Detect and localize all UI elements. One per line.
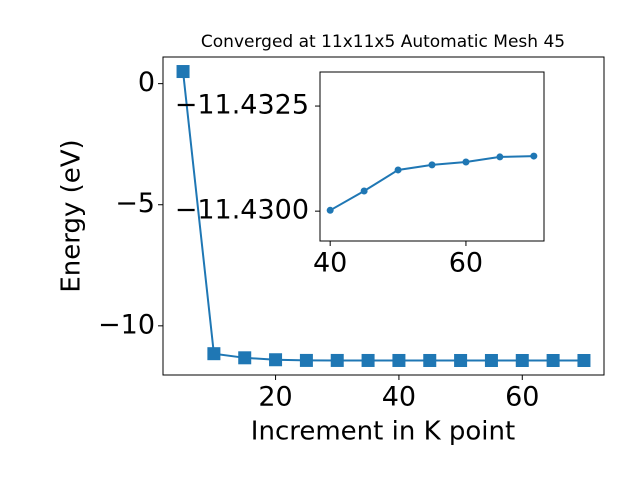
marker: [361, 353, 375, 367]
marker: [423, 353, 437, 367]
marker: [176, 65, 190, 79]
marker: [392, 353, 406, 367]
marker: [462, 158, 470, 166]
y-axis-label: Energy (eV): [57, 139, 87, 292]
x-tick-label: 40: [313, 248, 347, 279]
x-tick-label: 60: [505, 382, 539, 413]
marker: [515, 353, 529, 367]
x-axis-label: Increment in K point: [251, 417, 515, 447]
marker: [484, 353, 498, 367]
marker: [238, 351, 252, 365]
marker: [326, 206, 334, 214]
marker: [207, 347, 221, 361]
x-tick-label: 20: [258, 382, 292, 413]
marker: [496, 153, 504, 161]
y-tick-label: −10: [98, 309, 155, 340]
marker: [577, 353, 591, 367]
y-tick-label: −11.4300: [175, 195, 309, 226]
chart-title: Converged at 11x11x5 Automatic Mesh 45: [201, 32, 565, 52]
y-tick-label: −5: [115, 188, 155, 219]
x-tick-label: 40: [382, 382, 416, 413]
marker: [269, 353, 283, 367]
y-tick-label: −11.4325: [175, 90, 309, 121]
marker: [546, 353, 560, 367]
axes-frame: [162, 56, 605, 376]
marker: [299, 353, 313, 367]
x-tick-label: 60: [449, 248, 483, 279]
marker: [360, 187, 368, 195]
y-tick-label: 0: [138, 67, 155, 98]
marker: [330, 353, 344, 367]
marker: [394, 166, 402, 174]
axes-frame: [319, 71, 545, 242]
marker: [530, 152, 538, 160]
marker: [454, 353, 468, 367]
marker: [428, 161, 436, 169]
